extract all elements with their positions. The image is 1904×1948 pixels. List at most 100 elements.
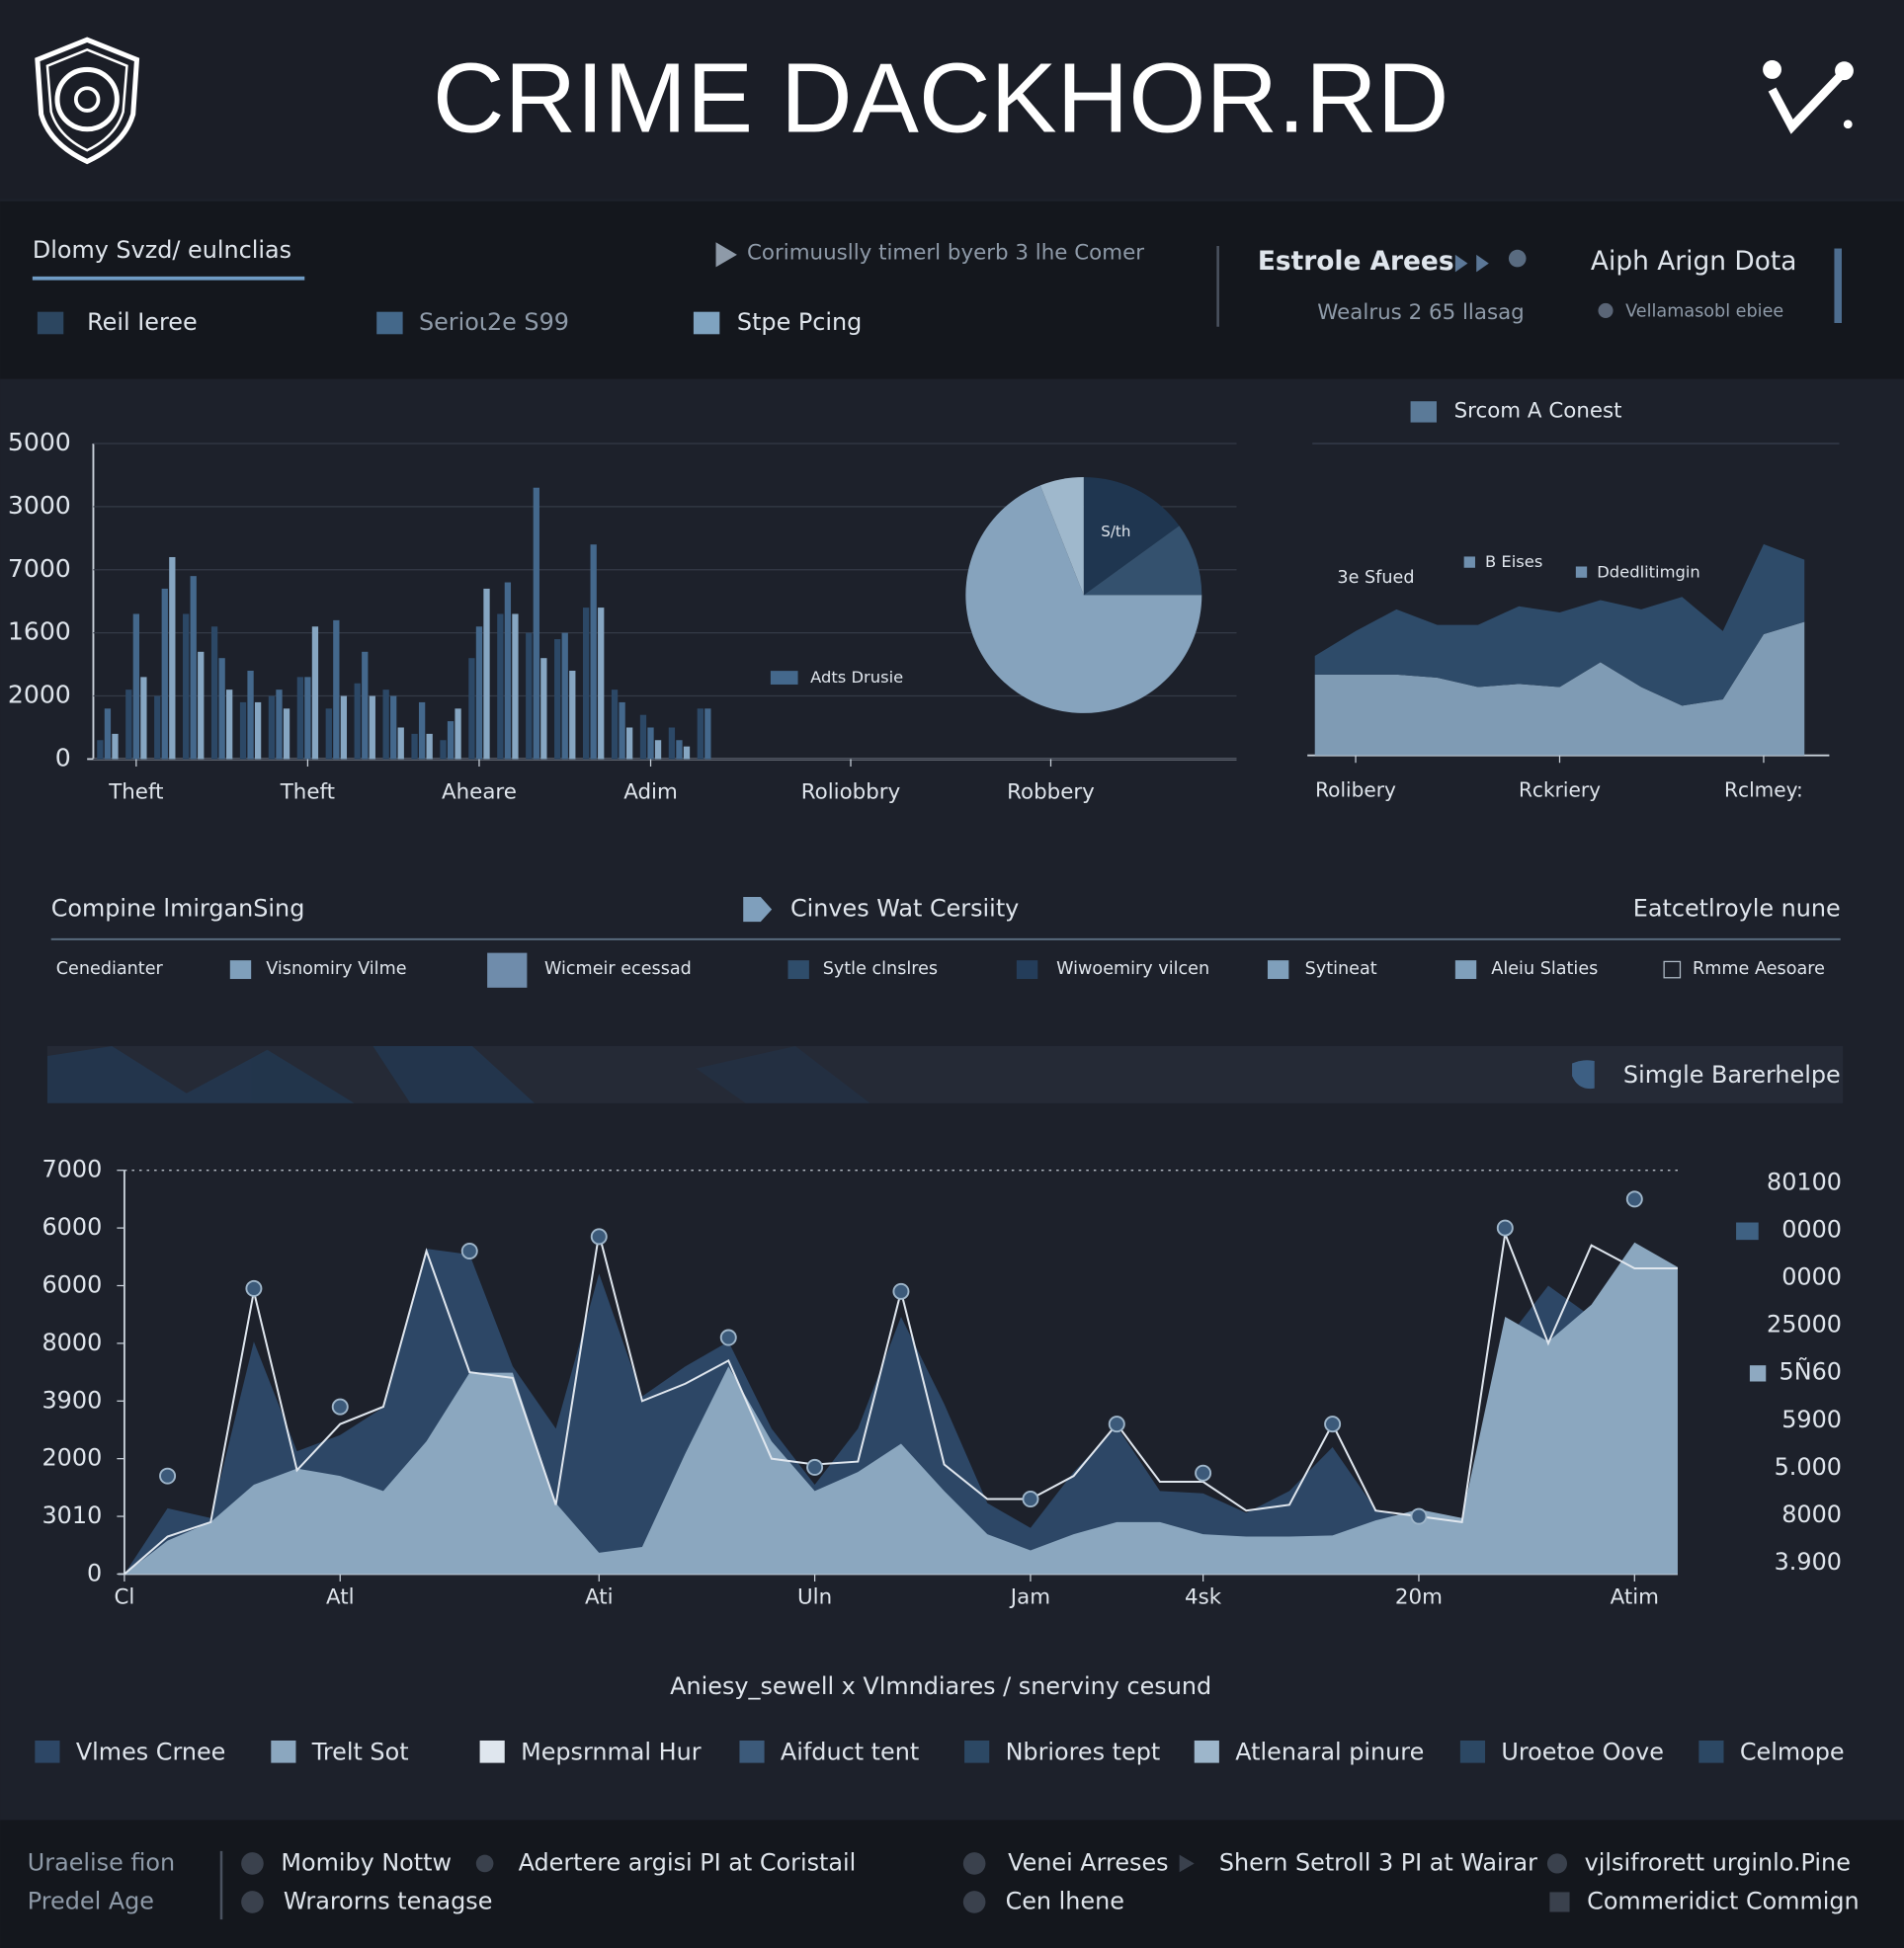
bar	[183, 613, 190, 760]
bar	[483, 588, 490, 760]
bar	[125, 690, 132, 760]
footer-text: Predel Age	[28, 1887, 154, 1914]
filter-item[interactable]: Reil Ieree	[87, 308, 197, 336]
y-tick-label: 6000	[41, 1270, 102, 1298]
legend-label[interactable]: Aifduct tent	[781, 1739, 919, 1766]
x-tick-label: Atl	[326, 1584, 355, 1609]
footer-link[interactable]: Momiby Nottw	[281, 1848, 452, 1876]
bar	[140, 677, 147, 760]
y2-tick-label: 5Ñ60	[1780, 1356, 1842, 1386]
bar	[340, 695, 348, 760]
x-tick-label: Theft	[280, 779, 335, 804]
bar	[390, 695, 397, 760]
legend-label[interactable]: Vlmes Crnee	[76, 1739, 226, 1766]
legend-swatch	[770, 671, 798, 685]
point	[460, 1242, 478, 1259]
section-legend[interactable]: Rmme Aesoare	[1693, 959, 1825, 979]
legend-label[interactable]: Atlenaral pinure	[1235, 1739, 1424, 1766]
section-legend[interactable]: Sytineat	[1305, 959, 1377, 979]
area	[124, 1242, 1678, 1575]
bar	[362, 651, 369, 760]
bar	[304, 677, 311, 760]
legend-label[interactable]: Nbriores tept	[1006, 1739, 1161, 1766]
footer-link[interactable]: Wrarorns tenagse	[284, 1887, 493, 1914]
bar	[561, 632, 568, 760]
filter-item[interactable]: Stpe Pcing	[737, 308, 862, 336]
footer-link[interactable]: Cen lhene	[1006, 1887, 1124, 1914]
bar	[283, 708, 290, 760]
page-title: CRIME DACKHOR.RD	[433, 42, 1449, 153]
bar	[676, 740, 683, 760]
legend-swatch	[1016, 960, 1038, 980]
bar	[598, 608, 605, 760]
point	[1324, 1416, 1342, 1433]
align-title[interactable]: Aiph Arign Dota	[1591, 246, 1796, 277]
bar	[333, 619, 340, 760]
footer-link[interactable]: Adertere argisi PI at Coristail	[519, 1848, 857, 1876]
bar	[311, 626, 319, 760]
legend-label[interactable]: B Eises	[1485, 552, 1542, 571]
bar	[198, 651, 205, 760]
point	[1022, 1491, 1039, 1508]
tab[interactable]: Dlomy Svzd/ eulnclias	[33, 236, 291, 264]
section-legend[interactable]: Wicmeir ecessad	[544, 959, 692, 979]
bar	[683, 746, 691, 760]
banner-pattern	[46, 1045, 870, 1103]
bar	[554, 639, 561, 760]
pie-slice	[1039, 476, 1084, 596]
areas-title[interactable]: Estrole Arees	[1258, 246, 1454, 277]
bar	[619, 701, 625, 760]
bar	[354, 683, 361, 760]
x-tick-label: Theft	[108, 779, 163, 804]
x-tick-label: Cl	[114, 1584, 134, 1609]
bar	[526, 632, 533, 760]
filter-swatch	[693, 311, 720, 335]
legend-swatch	[787, 960, 809, 980]
legend-swatch	[964, 1740, 990, 1763]
bar	[426, 733, 433, 760]
point	[590, 1228, 608, 1246]
section-legend[interactable]: Aleiu Slaties	[1491, 959, 1598, 979]
pie-slice	[965, 485, 1202, 713]
bar	[540, 658, 547, 760]
legend-swatch	[1454, 960, 1477, 980]
play-icon	[715, 242, 737, 268]
banner-icon	[1572, 1060, 1595, 1090]
y-tick-label: 2000	[8, 681, 71, 709]
bar	[369, 695, 375, 760]
y-tick-label: 6000	[41, 1213, 102, 1241]
bar	[468, 658, 475, 760]
bar	[296, 677, 304, 760]
bar	[590, 544, 597, 760]
y-tick-label: 3000	[8, 491, 71, 520]
legend-swatch	[35, 1740, 60, 1763]
footer-link[interactable]: vjlsifrorett urginlo.Pine	[1585, 1848, 1851, 1876]
legend-label[interactable]: Uroetoe Oove	[1501, 1739, 1664, 1766]
footer-link[interactable]: Shern Setroll 3 PI at Wairar	[1219, 1848, 1537, 1876]
bar	[475, 626, 483, 760]
footer-link[interactable]: Commeridict Commign	[1587, 1887, 1860, 1914]
section-legend[interactable]: Sytle clnslres	[823, 959, 938, 979]
bar	[276, 690, 283, 760]
y-tick-label: 1600	[8, 617, 71, 646]
footer-link[interactable]: Venei Arreses	[1008, 1848, 1168, 1876]
section-legend[interactable]: Cenedianter	[56, 959, 164, 979]
y-tick-label: 5000	[8, 428, 71, 456]
legend-label[interactable]: Celmope	[1740, 1739, 1845, 1766]
legend-label[interactable]: Ddedlitimgin	[1597, 562, 1700, 581]
footer	[0, 1820, 1904, 1948]
filter-item[interactable]: Serioι2e S99	[419, 308, 569, 336]
bar	[625, 727, 633, 760]
bar	[226, 690, 233, 760]
bar	[668, 727, 676, 760]
section-legend[interactable]: Wiwoemiry vilcen	[1056, 959, 1209, 979]
legend-label[interactable]: Mepsrnmal Hur	[521, 1739, 702, 1766]
pie-slice	[1083, 476, 1180, 596]
legend-label[interactable]: Trelt Sot	[311, 1739, 409, 1766]
section-legend[interactable]: Visnomiry Vilme	[266, 959, 406, 979]
y-tick-label: 0	[55, 743, 71, 771]
menu-icon[interactable]	[1763, 59, 1854, 134]
bar	[132, 613, 139, 760]
y-tick-label: 8000	[41, 1329, 102, 1356]
